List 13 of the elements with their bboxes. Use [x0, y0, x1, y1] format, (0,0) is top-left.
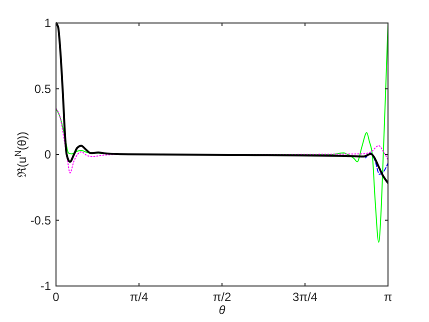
line-series — [56, 22, 388, 184]
y-tick-label: 0.5 — [34, 82, 52, 96]
y-tick-label: -0.5 — [30, 213, 52, 228]
y-tick-label: 0 — [44, 148, 52, 162]
x-tick-label: 3π/4 — [292, 290, 318, 304]
line-series — [365, 152, 388, 175]
x-tick-label: π — [384, 290, 392, 304]
x-tick-label: π/4 — [130, 290, 148, 304]
y-tick-label: 1 — [44, 16, 52, 30]
y-tick-label: -1 — [40, 279, 52, 293]
x-axis-title: θ — [218, 303, 226, 317]
x-tick-label: 0 — [52, 290, 60, 304]
x-tick-label: π/2 — [212, 290, 232, 304]
